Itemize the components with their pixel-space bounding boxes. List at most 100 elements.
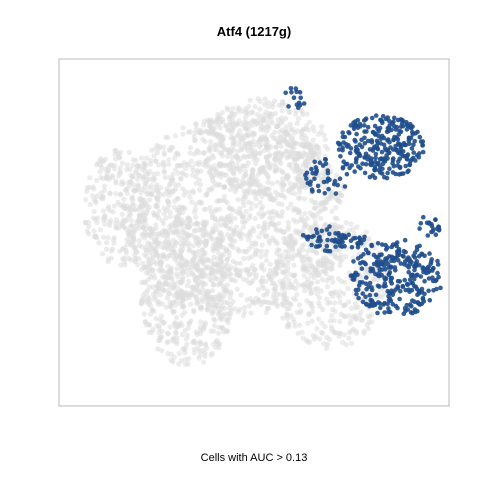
background-cell-point xyxy=(100,158,106,164)
background-cell-point xyxy=(164,255,170,261)
active-cell-point xyxy=(389,281,395,286)
background-cell-point xyxy=(382,270,388,276)
background-cell-point xyxy=(211,143,217,149)
active-cell-point xyxy=(420,139,426,144)
background-cell-point xyxy=(183,165,189,171)
background-cell-point xyxy=(197,187,203,193)
background-cell-point xyxy=(115,199,121,205)
background-cell-point xyxy=(307,159,313,165)
active-cell-point xyxy=(419,251,425,257)
background-cell-point xyxy=(180,186,186,192)
background-cell-point xyxy=(286,306,292,312)
active-cell-point xyxy=(313,165,319,170)
background-cell-point xyxy=(192,130,198,136)
background-cell-point xyxy=(231,232,237,238)
background-cell-point xyxy=(285,257,291,263)
background-cell-point xyxy=(263,278,269,285)
background-cell-point xyxy=(196,355,202,361)
background-cell-point xyxy=(156,329,162,335)
active-cell-point xyxy=(387,166,392,172)
background-cell-point xyxy=(123,217,129,223)
background-cell-point xyxy=(147,299,153,305)
background-cell-point xyxy=(238,183,245,189)
background-cell-point xyxy=(285,219,291,225)
background-cell-point xyxy=(244,163,250,169)
active-cell-point xyxy=(415,308,420,314)
background-cell-point xyxy=(182,240,188,246)
background-cell-point xyxy=(192,276,198,282)
background-cell-point xyxy=(126,149,132,155)
background-cell-point xyxy=(345,285,351,291)
background-cell-point xyxy=(193,214,199,220)
background-cell-point xyxy=(168,302,174,308)
background-cell-point xyxy=(129,223,135,229)
background-cell-point xyxy=(146,276,152,282)
active-cell-point xyxy=(310,189,315,194)
background-cell-point xyxy=(225,328,231,334)
active-cell-point xyxy=(431,288,436,293)
background-cell-point xyxy=(179,204,185,210)
background-cell-point xyxy=(261,292,267,298)
background-cell-point xyxy=(187,129,193,135)
background-cell-point xyxy=(165,331,171,337)
background-cell-point xyxy=(182,361,189,367)
background-cell-point xyxy=(177,240,183,246)
active-cell-point xyxy=(384,129,390,134)
background-cell-point xyxy=(342,302,348,308)
active-cell-point xyxy=(435,270,440,276)
background-cell-point xyxy=(315,155,321,161)
background-cell-point xyxy=(197,257,203,263)
background-cell-point xyxy=(335,276,341,282)
active-cell-point xyxy=(357,124,363,129)
background-cell-point xyxy=(222,198,228,204)
background-cell-point xyxy=(170,309,176,316)
background-cell-point xyxy=(113,180,119,186)
background-cell-point xyxy=(252,192,258,198)
active-cell-point xyxy=(367,292,373,298)
background-cell-point xyxy=(274,296,280,302)
background-cell-point xyxy=(278,143,284,149)
background-cell-point xyxy=(249,109,255,115)
background-cell-point xyxy=(181,262,187,268)
active-cell-point xyxy=(436,224,441,229)
background-cell-point xyxy=(289,253,295,259)
background-cell-point xyxy=(221,184,227,190)
active-cell-point xyxy=(430,268,435,273)
background-cell-point xyxy=(139,297,145,303)
background-cell-point xyxy=(290,245,296,252)
background-cell-point xyxy=(147,311,153,317)
active-cell-point xyxy=(342,134,348,140)
active-cell-point xyxy=(340,147,345,153)
background-cell-point xyxy=(248,174,254,180)
active-cell-point xyxy=(385,125,391,131)
background-cell-point xyxy=(193,261,199,267)
active-cell-point xyxy=(351,259,356,264)
background-cell-point xyxy=(322,324,328,330)
active-cell-point xyxy=(401,171,406,176)
active-cell-point xyxy=(357,235,362,240)
background-cell-point xyxy=(255,287,262,293)
background-cell-point xyxy=(245,199,251,205)
background-cell-point xyxy=(259,242,265,248)
background-cell-point xyxy=(296,302,303,308)
active-cell-point xyxy=(428,261,434,267)
background-cell-point xyxy=(104,246,110,252)
background-cell-point xyxy=(146,284,152,290)
background-cell-point xyxy=(305,224,311,230)
background-cell-point xyxy=(290,273,297,279)
background-cell-point xyxy=(196,236,202,242)
background-cell-point xyxy=(151,153,157,159)
active-cell-point xyxy=(420,265,426,270)
background-cell-point xyxy=(321,206,327,212)
active-cell-point xyxy=(387,296,393,302)
background-cell-point xyxy=(320,276,326,283)
background-cell-point xyxy=(173,186,179,192)
background-cell-point xyxy=(337,289,343,295)
background-cell-point xyxy=(133,167,139,173)
background-cell-point xyxy=(245,127,251,133)
active-cell-point xyxy=(436,274,441,280)
background-cell-point xyxy=(184,290,190,296)
background-cell-point xyxy=(246,303,252,309)
background-cell-point xyxy=(274,260,280,266)
